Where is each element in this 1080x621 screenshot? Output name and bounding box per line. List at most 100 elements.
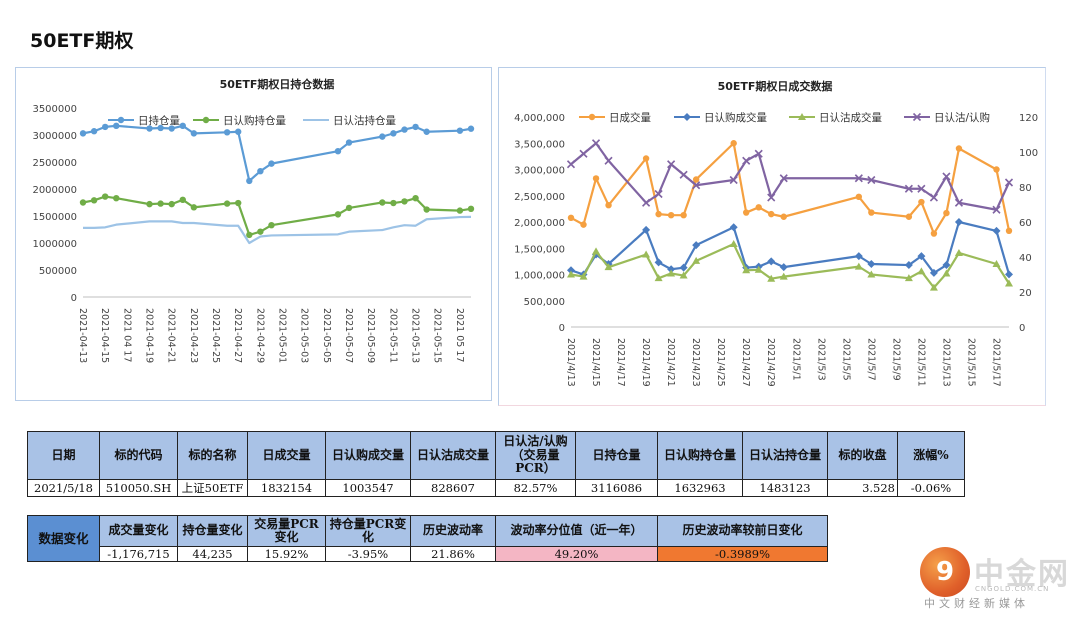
data-point [345,139,353,146]
table1-cell-change: -0.06% [897,479,965,497]
table1-cell-put-oi: 1483123 [742,479,828,497]
data-point [246,231,253,239]
x-tick-label: 2021 04 17 [121,308,132,362]
data-point [667,269,676,277]
data-point [567,214,575,221]
series-line [570,220,1011,276]
series-line [82,195,472,236]
data-point [642,225,651,234]
data-point [904,184,913,193]
x-tick-label: 2021-04-27 [232,308,243,363]
data-point [1004,178,1014,187]
data-point [780,213,787,220]
logo-tagline: 中文财经新媒体 [924,597,1029,610]
table1-header-pcr: 日认沽/认购（交易量PCR） [495,431,576,480]
data-point [146,125,153,132]
data-point [854,174,863,183]
data-point [423,206,430,213]
open-interest-chart: 50ETF期权日持仓数据 日持仓量 日认购持仓量 日认沽持仓量 0 500000 10000… [15,67,492,401]
data-point [642,198,651,207]
table2-cell-oi-change: 44,235 [177,546,248,562]
legend-label: 日认沽持仓量 [333,114,396,127]
data-point [754,149,763,158]
legend-label: 日成交量 [609,111,651,124]
x-tick-label: 2021-05-03 [299,308,310,363]
data-point [854,252,863,261]
data-point [667,211,675,219]
x-tick-label: 2021/4/21 [665,338,676,387]
table1-cell-put-volume: 828607 [410,479,496,497]
data-point [917,267,926,275]
table2-side-label: 数据变化 [27,515,100,562]
table2-header-hv: 历史波动率 [410,515,496,547]
data-point [642,250,651,258]
legend-marker [117,116,125,124]
data-point [235,199,242,207]
change-table: 数据变化 成交量变化 持仓量变化 交易量PCR变化 持仓量PCR变化 历史波动率… [27,515,828,562]
legend-marker [683,113,691,121]
y-tick-label: 3500000 [32,104,77,115]
x-tick-label: 2021-04-15 [99,308,110,363]
table2-cell-hv-percentile: 49.20% [495,546,658,562]
table1-cell-call-oi: 1632963 [657,479,743,497]
data-point [667,160,676,169]
y-tick-label: 3000000 [32,131,77,142]
y2-tick-label: 40 [1019,253,1032,264]
data-point [954,248,963,256]
data-point [223,129,231,136]
data-point [867,270,876,278]
y-tick-label: 0 [71,293,77,304]
data-point [654,189,663,199]
series-line [83,215,472,245]
data-point [767,274,776,282]
x-tick-label: 2021-04-23 [188,308,199,363]
legend-label: 日持仓量 [138,114,180,127]
table2-header-volume-change: 成交量变化 [99,515,178,547]
table1-header-volume: 日成交量 [247,431,326,480]
data-point [113,122,120,130]
data-point [379,133,386,140]
x-tick-label: 2021/4/25 [715,338,726,387]
legend-marker [798,113,806,120]
y-tick-label: 500000 [39,266,77,277]
x-tick-label: 2021/5/17 [990,338,1001,387]
volume-chart: 50ETF期权日成交数据 日成交量 日认购成交量 日认沽成交量 日认沽/认购 0 500,0… [498,67,1046,406]
table2-cell-hv-change: -0.3989% [657,546,828,562]
table1-cell-close: 3.528 [827,479,898,497]
data-point [730,140,737,147]
table1-cell-oi: 3116086 [575,479,658,497]
series-line [82,124,472,183]
data-point [390,130,397,137]
data-point [954,218,963,226]
y-tick-label: 2,000,000 [514,218,565,229]
x-tick-label: 2021-05-15 [432,308,443,363]
table1-header-call-oi: 日认购持仓量 [657,431,743,480]
data-point [467,125,475,132]
data-point [157,124,164,132]
table2-header-oi-pcr-change: 持仓量PCR变化 [325,515,411,547]
data-point [742,156,751,165]
data-point [680,211,687,219]
data-point [1005,227,1013,235]
data-point [930,230,938,237]
table2-header-hv-percentile: 波动率分位值（近一年） [495,515,658,547]
legend-marker [588,113,596,121]
x-tick-label: 2021/4/15 [590,338,601,387]
data-point [943,209,950,217]
data-point [604,263,613,271]
data-point [580,221,587,228]
data-point [942,172,951,181]
data-point [779,263,788,272]
table1-cell-name: 上证50ETF [177,479,248,497]
data-point [904,274,913,282]
data-point [190,204,198,211]
x-tick-label: 2021/4/19 [640,338,651,387]
data-point [456,207,464,214]
x-tick-label: 2021-04-29 [254,308,265,363]
data-point [168,125,175,132]
data-point [90,128,98,135]
data-point [592,175,600,182]
table1-header-put-oi: 日认沽持仓量 [742,431,828,480]
data-point [101,123,109,131]
